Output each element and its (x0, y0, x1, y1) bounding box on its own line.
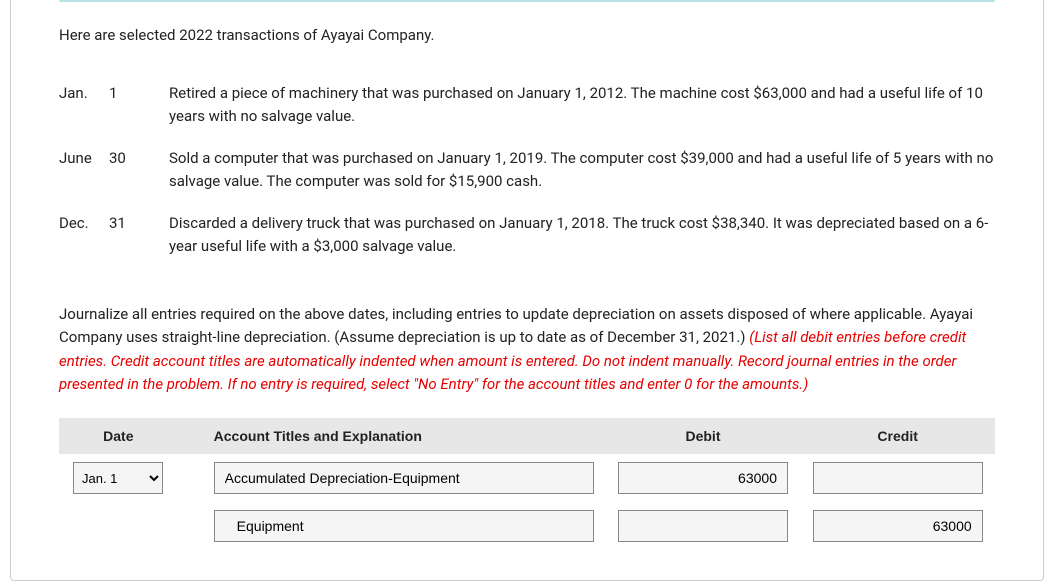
header-debit: Debit (606, 418, 801, 454)
transaction-day: 31 (109, 202, 169, 267)
instructions: Journalize all entries required on the a… (59, 303, 995, 396)
transaction-month: June (59, 137, 109, 202)
question-card: Here are selected 2022 transactions of A… (10, 0, 1044, 581)
credit-input[interactable] (813, 510, 983, 542)
header-credit: Credit (800, 418, 995, 454)
debit-input[interactable] (618, 510, 788, 542)
transaction-desc: Retired a piece of machinery that was pu… (169, 72, 995, 137)
debit-input[interactable] (618, 462, 788, 494)
date-select[interactable]: Jan. 1June 30Dec. 31 (73, 462, 163, 494)
transaction-row: Jan.1Retired a piece of machinery that w… (59, 72, 995, 137)
journal-entry-row (59, 502, 995, 550)
transaction-row: Dec.31Discarded a delivery truck that wa… (59, 202, 995, 267)
transaction-day: 30 (109, 137, 169, 202)
transaction-desc: Sold a computer that was purchased on Ja… (169, 137, 995, 202)
account-title-input[interactable] (214, 462, 594, 494)
transaction-row: June30Sold a computer that was purchased… (59, 137, 995, 202)
account-title-input[interactable] (214, 510, 594, 542)
header-date: Date (59, 418, 178, 454)
transaction-month: Dec. (59, 202, 109, 267)
intro-text: Here are selected 2022 transactions of A… (59, 26, 995, 44)
transaction-day: 1 (109, 72, 169, 137)
transactions-table: Jan.1Retired a piece of machinery that w… (59, 72, 995, 267)
credit-input[interactable] (813, 462, 983, 494)
transaction-month: Jan. (59, 72, 109, 137)
journal-entry-table: Date Account Titles and Explanation Debi… (59, 418, 995, 550)
journal-entry-row: Jan. 1June 30Dec. 31 (59, 454, 995, 502)
table-header-row: Date Account Titles and Explanation Debi… (59, 418, 995, 454)
info-bar-remnant (59, 0, 995, 2)
transaction-desc: Discarded a delivery truck that was purc… (169, 202, 995, 267)
header-account: Account Titles and Explanation (178, 418, 606, 454)
